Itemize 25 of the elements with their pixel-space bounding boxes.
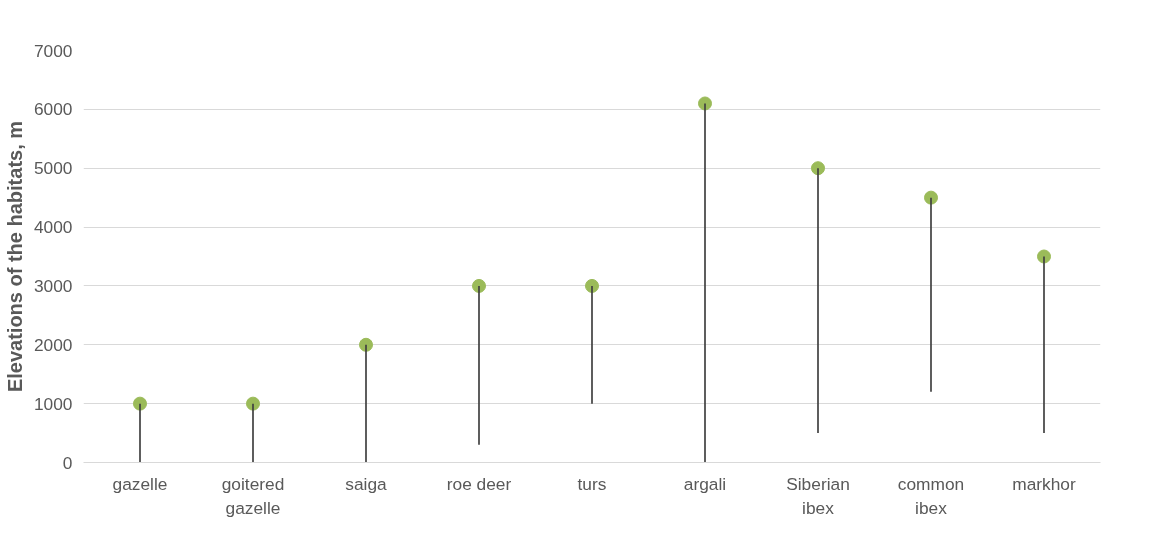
y-tick-label: 2000 (33, 334, 73, 355)
x-tick-label: goitered gazelle (221, 473, 285, 518)
point (924, 190, 938, 205)
x-tick-label: common ibex (897, 473, 965, 518)
y-tick-label: 5000 (33, 158, 73, 179)
y-tick-label: 0 (62, 452, 73, 473)
x-tick-label: argali (683, 473, 727, 494)
point (133, 396, 147, 411)
point (359, 337, 373, 352)
y-axis-title: Elevations of the habitats, m (3, 120, 26, 393)
y-tick-label: 3000 (33, 275, 73, 296)
x-tick-label: roe deer (446, 473, 512, 494)
y-tick-label: 7000 (33, 40, 73, 61)
point (246, 396, 260, 411)
x-tick-label: saiga (345, 473, 388, 494)
y-tick-label: 4000 (33, 217, 73, 238)
x-tick-label: turs (577, 473, 607, 494)
point (1037, 249, 1051, 264)
y-tick-label: 1000 (33, 393, 73, 414)
x-tick-label: gazelle (112, 473, 168, 494)
point (585, 278, 599, 293)
x-tick-label: markhor (1012, 473, 1076, 494)
y-tick-label: 6000 (33, 99, 73, 120)
x-tick-label: Siberian ibex (786, 473, 850, 518)
point (472, 278, 486, 293)
